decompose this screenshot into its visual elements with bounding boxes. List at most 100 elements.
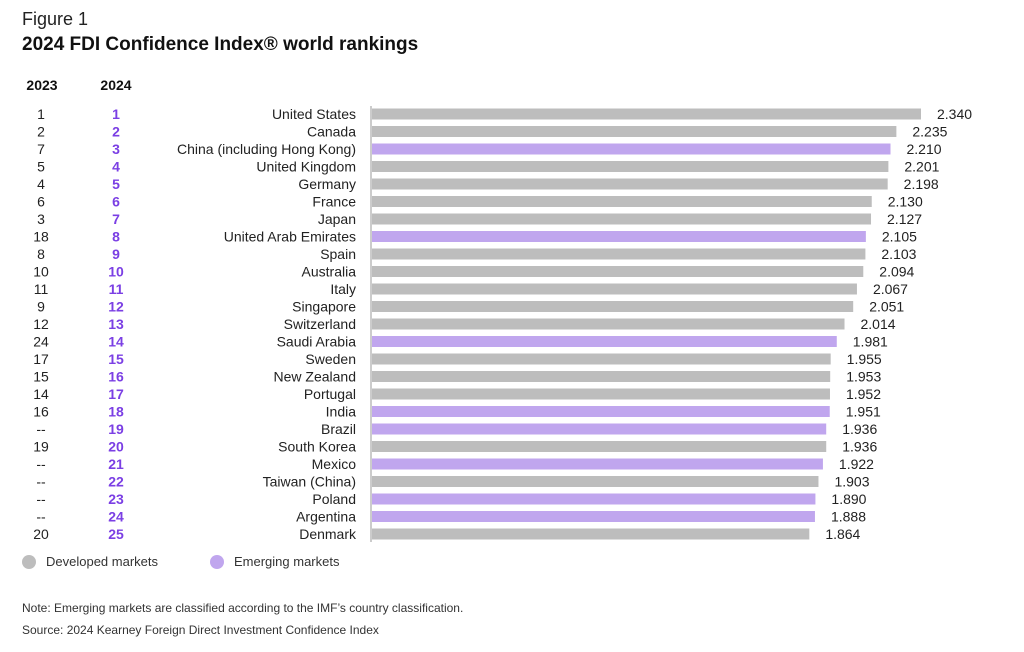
country-label: Brazil [321,421,356,437]
value-label: 1.936 [842,421,877,437]
rank-2024-label: 4 [112,159,120,175]
value-label: 2.201 [904,159,939,175]
country-label: Canada [307,124,356,140]
bar [372,108,921,120]
rank-2024-label: 13 [108,316,124,332]
value-label: 1.952 [846,386,881,402]
bar [372,266,864,277]
note-text: Note: Emerging markets are classified ac… [22,601,464,615]
rank-2023-label: 5 [37,159,45,175]
rank-2023-label: 24 [33,334,49,350]
value-label: 2.130 [888,194,923,210]
value-label: 1.890 [831,491,866,507]
bar [372,511,815,522]
value-label: 1.951 [846,404,881,420]
rank-2024-label: 5 [112,176,120,192]
value-label: 2.105 [882,229,917,245]
value-label: 1.936 [842,439,877,455]
legend-emerging: Emerging markets [210,554,339,569]
bar [372,126,897,137]
legend-label-developed: Developed markets [46,554,158,569]
legend-swatch-developed [22,554,36,569]
country-label: United States [272,106,356,122]
rank-2023-label: 6 [37,194,45,210]
bar [372,476,819,487]
figure-label: Figure 1 [22,9,89,29]
country-label: Germany [298,176,356,192]
value-label: 1.903 [834,474,869,490]
value-label: 2.051 [869,299,904,315]
country-label: United Arab Emirates [224,229,356,245]
country-label: India [326,404,357,420]
bar [372,231,866,242]
country-label: South Korea [278,439,356,455]
rank-2023-label: 3 [37,211,45,227]
value-label: 2.340 [937,106,972,122]
value-label: 2.210 [907,141,942,157]
rank-2024-label: 6 [112,194,120,210]
bar [372,388,830,400]
rank-2024-label: 8 [112,229,120,245]
rank-2024-label: 9 [112,246,120,262]
bar [372,528,810,540]
rank-2023-label: -- [36,421,46,437]
rank-2023-label: -- [36,456,46,472]
value-label: 1.981 [853,334,888,350]
bar [372,493,816,505]
bar [372,161,889,172]
value-label: 2.103 [881,246,916,262]
value-label: 2.198 [904,176,939,192]
rank-2024-label: 10 [108,264,124,280]
bar [372,196,872,207]
country-label: Mexico [312,456,357,472]
rank-2024-label: 11 [109,281,124,297]
country-label: Singapore [292,299,356,315]
rank-2024-label: 17 [108,386,124,402]
rank-2024-label: 22 [108,474,124,490]
bar [372,441,827,452]
rank-2023-label: 7 [37,141,45,157]
rank-2024-label: 18 [108,404,124,420]
rank-2024-label: 12 [108,299,124,315]
rank-2023-label: -- [36,474,46,490]
bar [372,248,866,260]
country-label: New Zealand [274,369,357,385]
rank-2023-label: 11 [34,281,49,297]
country-label: Taiwan (China) [263,474,356,490]
rank-2023-label: 16 [33,404,49,420]
bar [372,423,827,435]
rank-2023-label: -- [36,491,46,507]
rank-2024-label: 25 [108,526,124,542]
rank-2024-label: 24 [108,509,124,525]
value-label: 1.864 [825,526,860,542]
rank-2024-label: 20 [108,439,124,455]
chart-title: 2024 FDI Confidence Index® world ranking… [22,34,419,55]
bar [372,213,872,225]
country-label: Spain [320,246,356,262]
rank-2023-label: 4 [37,176,45,192]
bar [372,336,837,347]
country-label: Japan [318,211,356,227]
rank-2023-label: 9 [37,299,45,315]
legend-label-emerging: Emerging markets [234,554,340,569]
bar [372,406,830,417]
rank-2023-label: 19 [33,439,49,455]
column-header-2024: 2024 [100,77,132,93]
rank-2024-label: 3 [112,141,120,157]
value-label: 1.953 [846,369,881,385]
bar [372,143,891,155]
country-label: Australia [302,264,357,280]
bar [372,283,857,295]
value-label: 2.094 [879,264,914,280]
country-label: France [312,194,356,210]
value-label: 1.922 [839,456,874,472]
country-label: United Kingdom [256,159,356,175]
rank-2024-label: 16 [108,369,124,385]
country-label: Sweden [305,351,356,367]
value-label: 2.235 [912,124,947,140]
country-label: Poland [312,491,356,507]
bar [372,318,845,330]
bar [372,353,831,365]
value-label: 1.955 [847,351,882,367]
country-label: China (including Hong Kong) [177,141,356,157]
